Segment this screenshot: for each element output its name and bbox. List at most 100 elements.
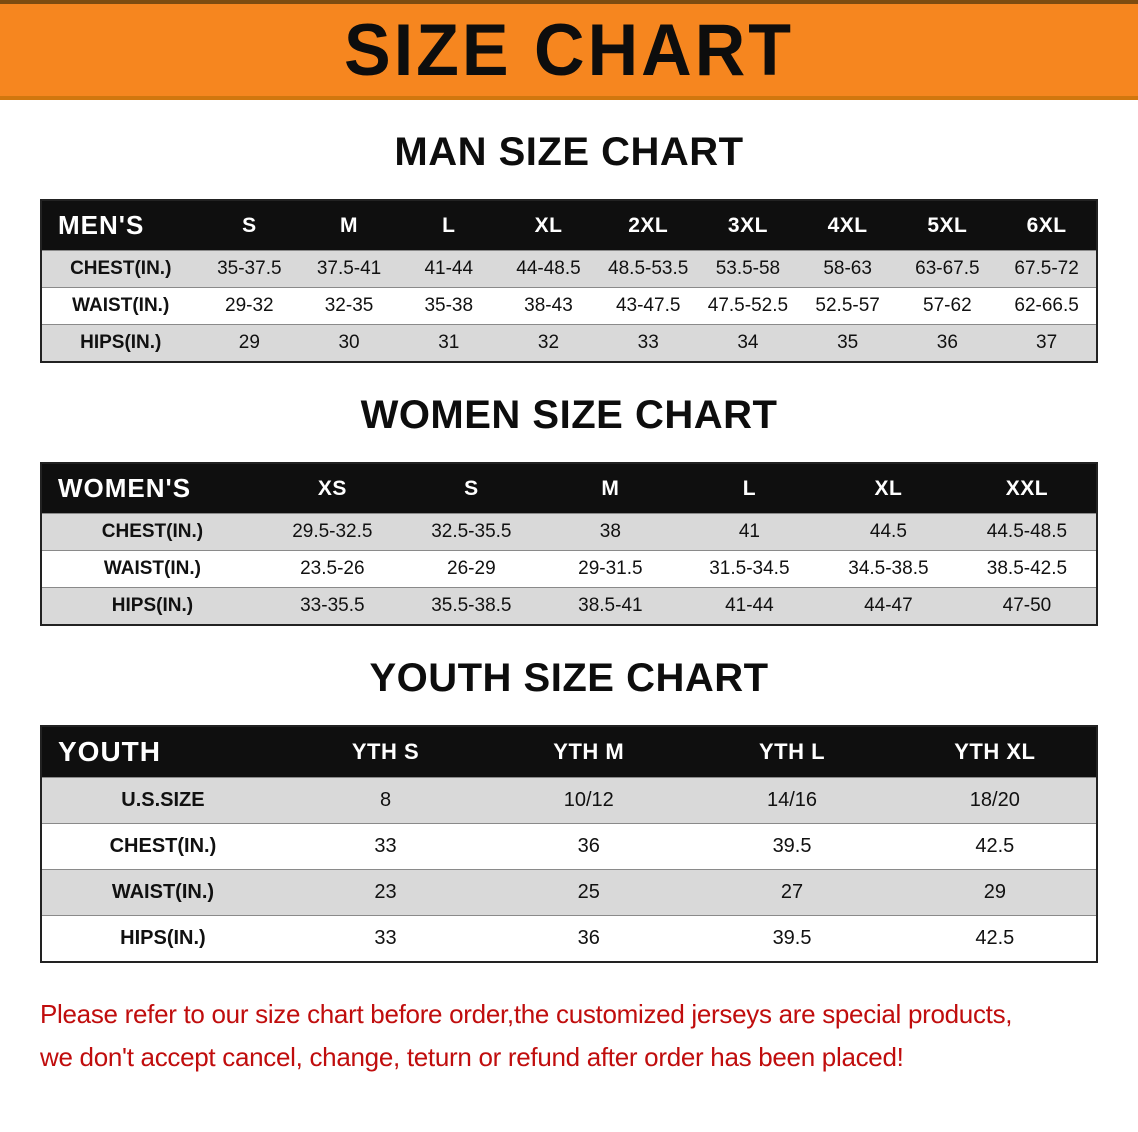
size-value-cell: 37.5-41 [299, 250, 399, 288]
size-value-cell: 30 [299, 324, 399, 362]
row-label: CHEST(IN.) [41, 823, 284, 870]
size-header-cell: 2XL [598, 200, 699, 251]
size-value-cell: 47-50 [957, 587, 1097, 625]
size-value-cell: 32.5-35.5 [401, 513, 541, 551]
size-value-cell: 32-35 [299, 287, 399, 325]
youth-table-title: YOUTH [41, 726, 284, 778]
row-label: WAIST(IN.) [41, 550, 263, 588]
size-value-cell: 26-29 [401, 550, 541, 588]
size-value-cell: 34 [698, 324, 798, 362]
size-value-cell: 57-62 [897, 287, 998, 325]
size-value-cell: 38 [540, 513, 680, 551]
size-value-cell: 39.5 [690, 823, 894, 870]
size-value-cell: 23 [283, 869, 488, 916]
row-label: WAIST(IN.) [41, 869, 284, 916]
youth-size-table: YOUTH YTH S YTH M YTH L YTH XL U.S.SIZE … [40, 725, 1098, 963]
size-header-cell: L [398, 200, 499, 251]
row-label: HIPS(IN.) [41, 587, 263, 625]
size-value-cell: 36 [897, 324, 998, 362]
size-header-cell: M [540, 463, 680, 514]
size-value-cell: 29-32 [199, 287, 300, 325]
size-value-cell: 38.5-41 [540, 587, 680, 625]
size-value-cell: 47.5-52.5 [698, 287, 798, 325]
size-value-cell: 31.5-34.5 [679, 550, 819, 588]
size-header-cell: XL [498, 200, 599, 251]
size-value-cell: 52.5-57 [797, 287, 898, 325]
size-value-cell: 62-66.5 [997, 287, 1097, 325]
size-value-cell: 29-31.5 [540, 550, 680, 588]
men-hips-row: HIPS(IN.) 29 30 31 32 33 34 35 36 37 [41, 324, 1097, 362]
banner-title: SIZE CHART [344, 9, 794, 91]
size-value-cell: 38.5-42.5 [957, 550, 1097, 588]
size-header-cell: XXL [957, 463, 1097, 514]
women-hips-row: HIPS(IN.) 33-35.5 35.5-38.5 38.5-41 41-4… [41, 587, 1097, 625]
size-header-cell: YTH S [283, 726, 488, 778]
size-value-cell: 37 [997, 324, 1097, 362]
row-label: CHEST(IN.) [41, 250, 200, 288]
youth-waist-row: WAIST(IN.) 23 25 27 29 [41, 869, 1097, 916]
women-header-row: WOMEN'S XS S M L XL XXL [41, 463, 1097, 514]
disclaimer-line2: we don't accept cancel, change, teturn o… [40, 1042, 904, 1072]
size-value-cell: 35-38 [398, 287, 499, 325]
youth-ussize-row: U.S.SIZE 8 10/12 14/16 18/20 [41, 777, 1097, 824]
size-value-cell: 29 [199, 324, 300, 362]
size-value-cell: 38-43 [498, 287, 599, 325]
size-value-cell: 31 [398, 324, 499, 362]
size-value-cell: 39.5 [690, 915, 894, 962]
size-header-cell: YTH L [690, 726, 894, 778]
size-header-cell: M [299, 200, 399, 251]
size-value-cell: 48.5-53.5 [598, 250, 699, 288]
size-header-cell: 6XL [997, 200, 1097, 251]
women-size-table: WOMEN'S XS S M L XL XXL CHEST(IN.) 29.5-… [40, 462, 1098, 626]
size-value-cell: 27 [690, 869, 894, 916]
size-value-cell: 35-37.5 [199, 250, 300, 288]
men-size-table: MEN'S S M L XL 2XL 3XL 4XL 5XL 6XL CHEST… [40, 199, 1098, 363]
size-value-cell: 36 [487, 915, 691, 962]
size-value-cell: 43-47.5 [598, 287, 699, 325]
size-value-cell: 34.5-38.5 [818, 550, 958, 588]
size-value-cell: 23.5-26 [262, 550, 402, 588]
size-value-cell: 35.5-38.5 [401, 587, 541, 625]
size-value-cell: 25 [487, 869, 691, 916]
women-section-heading: WOMEN SIZE CHART [360, 393, 778, 437]
women-table-title: WOMEN'S [41, 463, 263, 514]
size-value-cell: 41-44 [679, 587, 819, 625]
size-value-cell: 67.5-72 [997, 250, 1097, 288]
size-header-cell: L [679, 463, 819, 514]
size-chart-banner: SIZE CHART [0, 0, 1138, 100]
size-value-cell: 41 [679, 513, 819, 551]
women-chest-row: CHEST(IN.) 29.5-32.5 32.5-35.5 38 41 44.… [41, 513, 1097, 551]
row-label: HIPS(IN.) [41, 324, 200, 362]
size-value-cell: 8 [283, 777, 488, 824]
size-value-cell: 33 [283, 915, 488, 962]
size-value-cell: 41-44 [398, 250, 499, 288]
size-header-cell: XL [818, 463, 958, 514]
men-waist-row: WAIST(IN.) 29-32 32-35 35-38 38-43 43-47… [41, 287, 1097, 325]
size-header-cell: 4XL [797, 200, 898, 251]
disclaimer-line1: Please refer to our size chart before or… [40, 999, 1013, 1029]
row-label: U.S.SIZE [41, 777, 284, 824]
size-value-cell: 44.5 [818, 513, 958, 551]
size-value-cell: 35 [797, 324, 898, 362]
size-value-cell: 29.5-32.5 [262, 513, 402, 551]
size-value-cell: 14/16 [690, 777, 894, 824]
size-header-cell: S [199, 200, 300, 251]
size-value-cell: 36 [487, 823, 691, 870]
size-value-cell: 42.5 [893, 915, 1097, 962]
size-value-cell: 63-67.5 [897, 250, 998, 288]
men-chest-row: CHEST(IN.) 35-37.5 37.5-41 41-44 44-48.5… [41, 250, 1097, 288]
size-value-cell: 44-48.5 [498, 250, 599, 288]
men-table-title: MEN'S [41, 200, 200, 251]
disclaimer: Please refer to our size chart before or… [40, 999, 1138, 1073]
size-header-cell: 5XL [897, 200, 998, 251]
size-value-cell: 58-63 [797, 250, 898, 288]
size-value-cell: 32 [498, 324, 599, 362]
men-header-row: MEN'S S M L XL 2XL 3XL 4XL 5XL 6XL [41, 200, 1097, 251]
youth-section-heading: YOUTH SIZE CHART [369, 656, 769, 700]
size-header-cell: YTH M [487, 726, 691, 778]
size-value-cell: 44-47 [818, 587, 958, 625]
size-value-cell: 33-35.5 [262, 587, 402, 625]
youth-chest-row: CHEST(IN.) 33 36 39.5 42.5 [41, 823, 1097, 870]
size-header-cell: 3XL [698, 200, 798, 251]
row-label: WAIST(IN.) [41, 287, 200, 325]
